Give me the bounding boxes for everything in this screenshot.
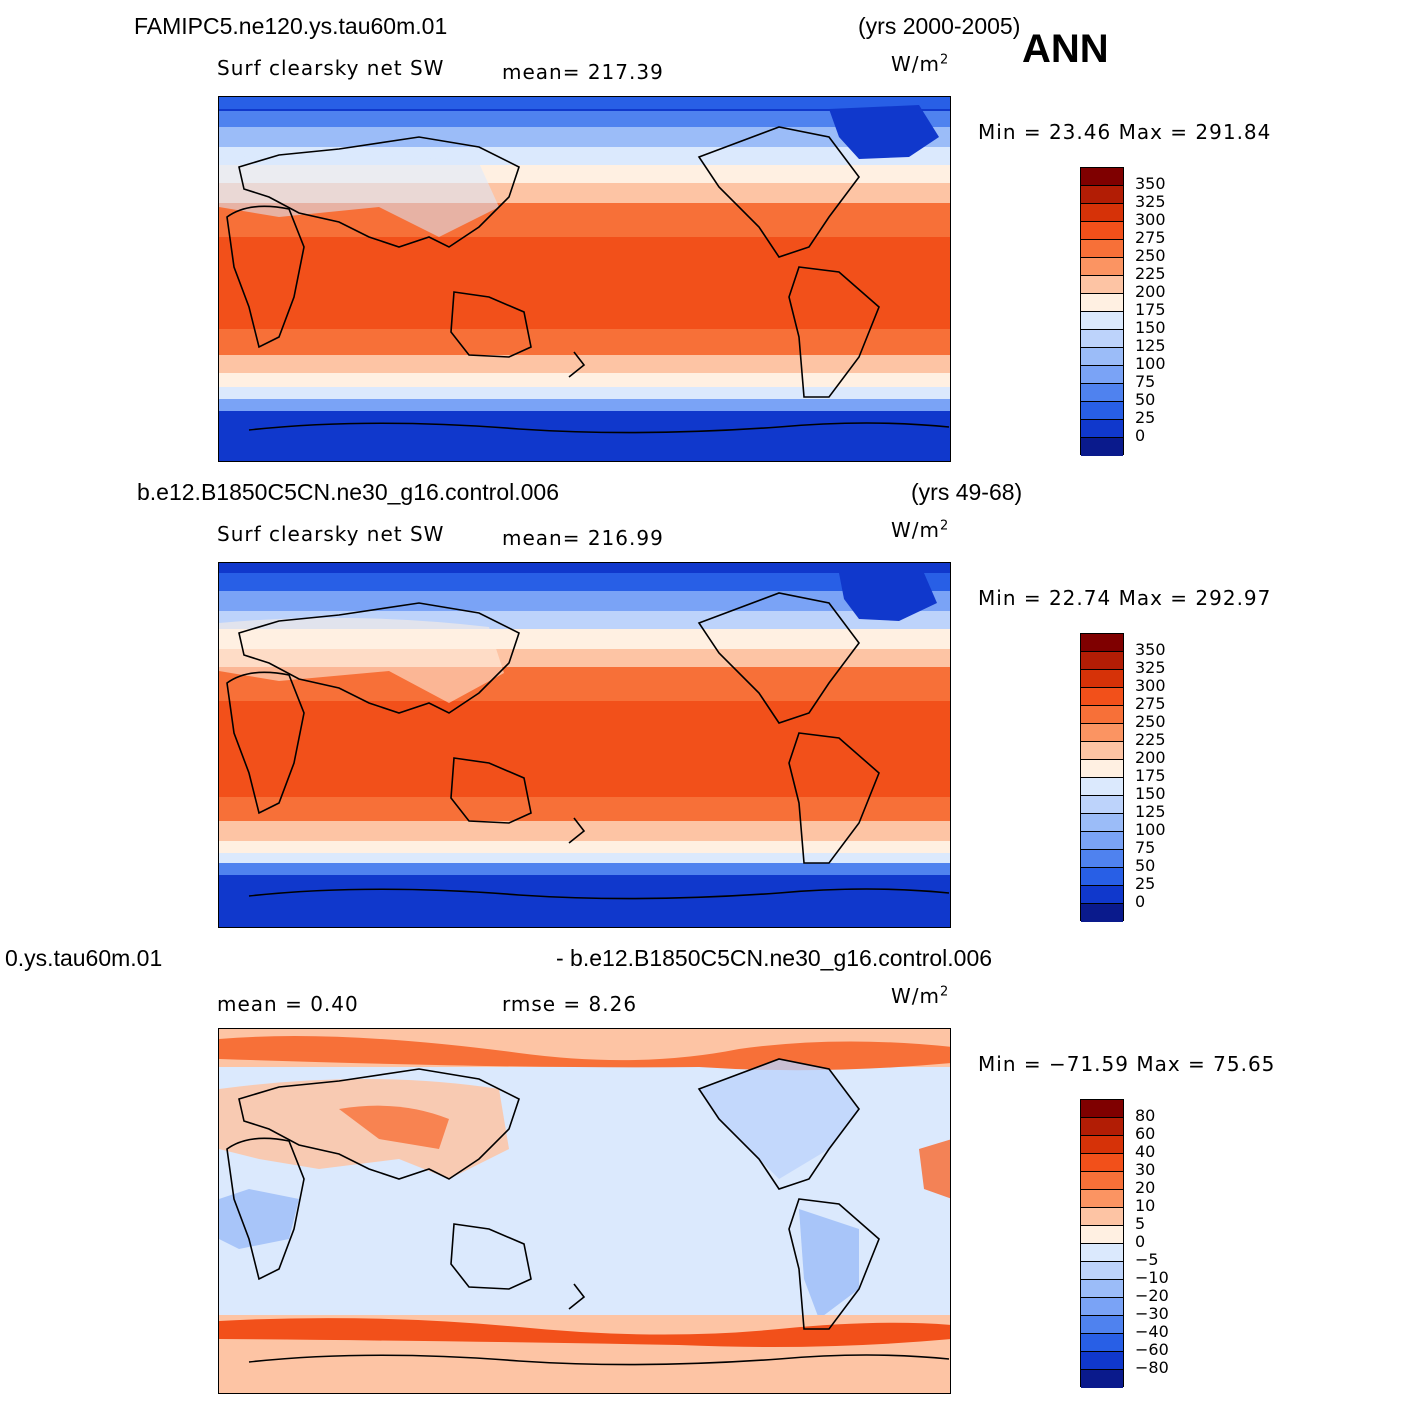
panel1-colorbar-tick: 350 [1135, 174, 1166, 193]
panel3-colorbar-tick: 30 [1135, 1160, 1156, 1179]
panel2-colorbar-tick: 325 [1135, 658, 1166, 677]
panel1-colorbar [1080, 167, 1124, 456]
panel1-colorbar-tick: 225 [1135, 264, 1166, 283]
panel2-colorbar-tick: 275 [1135, 694, 1166, 713]
panel1-map-field [219, 97, 950, 461]
panel2-colorbar-tick: 125 [1135, 802, 1166, 821]
panel3-colorbar-tick: −40 [1135, 1322, 1169, 1341]
panel3-colorbar-tick: 5 [1135, 1214, 1146, 1233]
panel3-colorbar-tick: 0 [1135, 1232, 1146, 1251]
panel3-colorbar-tick: 80 [1135, 1106, 1156, 1125]
panel3-colorbar-tick: 10 [1135, 1196, 1156, 1215]
panel1-colorbar-tick: 100 [1135, 354, 1166, 373]
panel3-colorbar [1080, 1099, 1124, 1388]
panel3-colorbar-tick: −20 [1135, 1286, 1169, 1305]
panel1-variable-label: Surf clearsky net SW [217, 56, 445, 80]
panel3-map-field [219, 1029, 950, 1393]
panel2-years: (yrs 49-68) [911, 479, 1023, 505]
panel2-colorbar-tick: 25 [1135, 874, 1156, 893]
panel3-colorbar-tick: 60 [1135, 1124, 1156, 1143]
panel3-mean-label: mean = 0.40 [217, 992, 359, 1016]
panel3-colorbar-tick: 20 [1135, 1178, 1156, 1197]
panel3-colorbar-tick: −30 [1135, 1304, 1169, 1323]
panel1-colorbar-tick: 200 [1135, 282, 1166, 301]
panel2-colorbar-tick: 0 [1135, 892, 1146, 911]
panel2-colorbar-tick: 100 [1135, 820, 1166, 839]
panel1-mean-label: mean= 217.39 [502, 60, 664, 84]
panel1-colorbar-tick: 50 [1135, 390, 1156, 409]
panel3-map [218, 1028, 951, 1394]
panel2-minmax: Min = 22.74 Max = 292.97 [978, 586, 1272, 610]
panel2-colorbar-tick: 150 [1135, 784, 1166, 803]
panel1-years: (yrs 2000-2005) [858, 13, 1021, 39]
panel1-colorbar-tick: 250 [1135, 246, 1166, 265]
panel1-colorbar-tick: 175 [1135, 300, 1166, 319]
panel2-variable-label: Surf clearsky net SW [217, 522, 445, 546]
panel1-colorbar-tick: 150 [1135, 318, 1166, 337]
panel2-map-field [219, 563, 950, 927]
panel3-colorbar-tick: −5 [1135, 1250, 1159, 1269]
panel1-units: W/m2 [891, 52, 950, 76]
panel2-map [218, 562, 951, 928]
panel3-colorbar-tick: −80 [1135, 1358, 1169, 1377]
panel2-units: W/m2 [891, 518, 950, 542]
panel2-colorbar-tick: 75 [1135, 838, 1156, 857]
panel2-colorbar-tick: 225 [1135, 730, 1166, 749]
panel1-map [218, 96, 951, 462]
panel1-colorbar-tick: 325 [1135, 192, 1166, 211]
panel2-colorbar-tick: 175 [1135, 766, 1166, 785]
panel2-colorbar-tick: 50 [1135, 856, 1156, 875]
panel1-case-title: FAMIPC5.ne120.ys.tau60m.01 [134, 13, 448, 39]
panel3-colorbar-tick: −10 [1135, 1268, 1169, 1287]
panel3-rmse-label: rmse = 8.26 [502, 992, 638, 1016]
panel3-case-title: 0.ys.tau60m.01 [5, 945, 163, 971]
panel3-colorbar-tick: −60 [1135, 1340, 1169, 1359]
panel1-colorbar-tick: 125 [1135, 336, 1166, 355]
panel1-colorbar-tick: 25 [1135, 408, 1156, 427]
panel2-colorbar-tick: 250 [1135, 712, 1166, 731]
panel2-colorbar-tick: 200 [1135, 748, 1166, 767]
panel3-units: W/m2 [891, 984, 950, 1008]
panel2-colorbar [1080, 633, 1124, 922]
panel3-colorbar-tick: 40 [1135, 1142, 1156, 1161]
panel3-minmax: Min = −71.59 Max = 75.65 [978, 1052, 1276, 1076]
panel1-minmax: Min = 23.46 Max = 291.84 [978, 120, 1272, 144]
panel2-colorbar-tick: 300 [1135, 676, 1166, 695]
panel1-colorbar-tick: 75 [1135, 372, 1156, 391]
panel1-colorbar-tick: 0 [1135, 426, 1146, 445]
panel1-colorbar-tick: 275 [1135, 228, 1166, 247]
panel2-mean-label: mean= 216.99 [502, 526, 664, 550]
panel2-colorbar-tick: 350 [1135, 640, 1166, 659]
panel2-case-title: b.e12.B1850C5CN.ne30_g16.control.006 [137, 479, 559, 505]
season-label: ANN [1022, 27, 1109, 71]
panel1-colorbar-tick: 300 [1135, 210, 1166, 229]
panel3-years: - b.e12.B1850C5CN.ne30_g16.control.006 [556, 945, 993, 971]
